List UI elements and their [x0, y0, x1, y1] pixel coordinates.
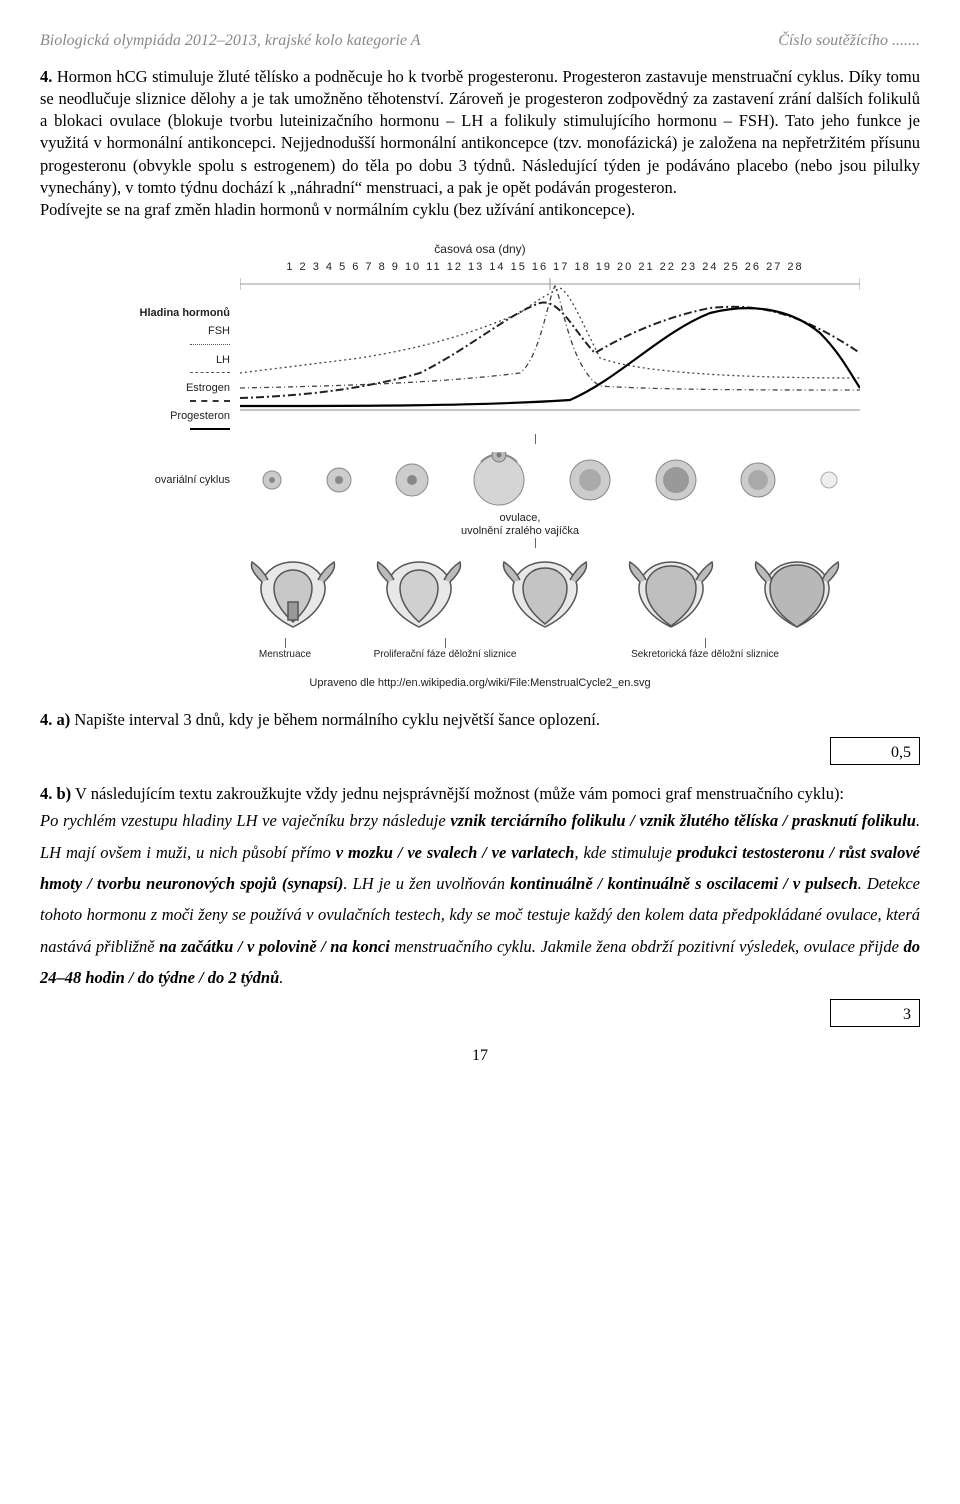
page-number: 17	[40, 1045, 920, 1067]
q4a-label: 4. a)	[40, 710, 70, 729]
uterus-icon	[752, 552, 842, 632]
uterus-icon	[626, 552, 716, 632]
uterus-icon	[500, 552, 590, 632]
hormone-legend: Hladina hormonů FSH LH Estrogen Progeste…	[100, 278, 240, 434]
score-box-4a: 0,5	[830, 737, 920, 765]
q4a-text: Napište interval 3 dnů, kdy je během nor…	[70, 710, 600, 729]
legend-fsh: FSH	[100, 325, 230, 349]
header-right: Číslo soutěžícího .......	[778, 30, 920, 52]
q4a: 4. a) Napište interval 3 dnů, kdy je běh…	[40, 709, 920, 731]
legend-progesteron: Progesteron	[100, 410, 230, 434]
q4-number: 4.	[40, 67, 52, 86]
legend-lh: LH	[100, 354, 230, 378]
uterus-row	[230, 552, 860, 632]
ovarian-cells	[240, 450, 860, 510]
uterus-icon	[248, 552, 338, 632]
ovarian-label: ovariální cyklus	[100, 473, 240, 488]
main-paragraph: 4. Hormon hCG stimuluje žluté tělísko a …	[40, 66, 920, 200]
q4b-label: 4. b)	[40, 784, 71, 803]
q4b-body: Po rychlém vzestupu hladiny LH ve vaječn…	[40, 805, 920, 993]
page-header: Biologická olympiáda 2012–2013, krajské …	[40, 30, 920, 52]
axis-title: časová osa (dny)	[100, 241, 860, 257]
instruction-line: Podívejte se na graf změn hladin hormonů…	[40, 199, 920, 221]
axis-days: 1 2 3 4 5 6 7 8 9 10 11 12 13 14 15 16 1…	[100, 260, 860, 275]
legend-estrogen: Estrogen	[100, 382, 230, 406]
q4b-intro-text: V následujícím textu zakroužkujte vždy j…	[71, 784, 844, 803]
header-left: Biologická olympiáda 2012–2013, krajské …	[40, 30, 421, 52]
menstrual-cycle-figure: časová osa (dny) 1 2 3 4 5 6 7 8 9 10 11…	[100, 241, 860, 690]
hormone-chart	[240, 278, 860, 418]
legend-title: Hladina hormonů	[100, 306, 230, 321]
score-box-4b: 3	[830, 999, 920, 1027]
q4b-intro: 4. b) V následujícím textu zakroužkujte …	[40, 783, 920, 805]
phase-row: Menstruace Proliferační fáze děložní sli…	[230, 638, 860, 662]
q4-text: Hormon hCG stimuluje žluté tělísko a pod…	[40, 67, 920, 197]
uterus-icon	[374, 552, 464, 632]
ovulation-label: ovulace, uvolnění zralého vajíčka	[180, 512, 860, 538]
figure-credit: Upraveno dle http://en.wikipedia.org/wik…	[100, 676, 860, 691]
